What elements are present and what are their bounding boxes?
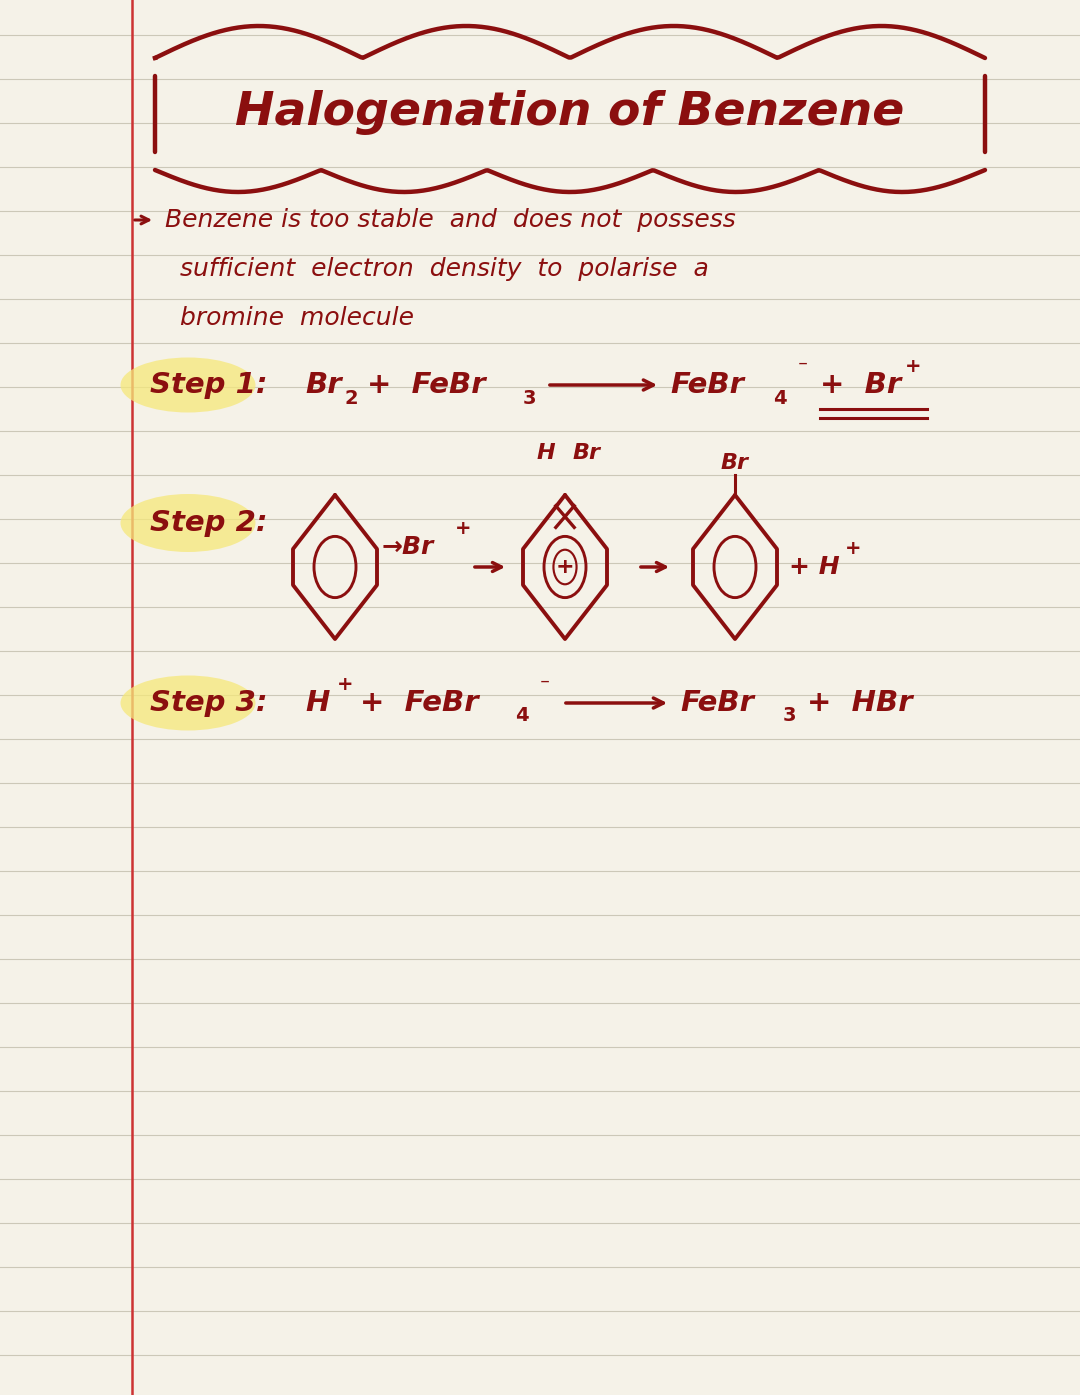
Text: Step 3:: Step 3: — [150, 689, 268, 717]
Text: Benzene is too stable  and  does not  possess: Benzene is too stable and does not posse… — [165, 208, 735, 232]
Text: ⁻: ⁻ — [798, 357, 808, 377]
Text: 2: 2 — [345, 388, 359, 407]
Text: +: + — [337, 675, 353, 695]
Text: 3: 3 — [523, 388, 537, 407]
Ellipse shape — [121, 675, 256, 731]
Text: +  FeBr: + FeBr — [367, 371, 486, 399]
Text: 4: 4 — [773, 388, 786, 407]
Text: FeBr: FeBr — [670, 371, 744, 399]
Text: Halogenation of Benzene: Halogenation of Benzene — [235, 91, 905, 135]
Text: +: + — [845, 540, 862, 558]
Ellipse shape — [121, 357, 256, 413]
Text: +  Br: + Br — [820, 371, 901, 399]
Ellipse shape — [121, 494, 256, 552]
Text: 4: 4 — [515, 706, 528, 725]
Text: Br: Br — [721, 453, 750, 473]
Text: →Br: →Br — [382, 536, 434, 559]
Text: Br: Br — [305, 371, 341, 399]
Text: +  FeBr: + FeBr — [360, 689, 478, 717]
Text: +: + — [556, 557, 575, 578]
Text: Step 2:: Step 2: — [150, 509, 268, 537]
Text: H: H — [305, 689, 329, 717]
Text: Step 1:: Step 1: — [150, 371, 268, 399]
Text: H: H — [537, 444, 555, 463]
Text: 3: 3 — [783, 706, 797, 725]
Text: bromine  molecule: bromine molecule — [180, 306, 414, 331]
Text: Br: Br — [573, 444, 600, 463]
Text: sufficient  electron  density  to  polarise  a: sufficient electron density to polarise … — [180, 257, 708, 280]
Text: +: + — [455, 519, 472, 538]
Text: FeBr: FeBr — [680, 689, 754, 717]
Text: +: + — [905, 357, 921, 377]
Text: +  HBr: + HBr — [807, 689, 913, 717]
Text: + H: + H — [789, 555, 839, 579]
Text: ⁻: ⁻ — [540, 675, 550, 695]
